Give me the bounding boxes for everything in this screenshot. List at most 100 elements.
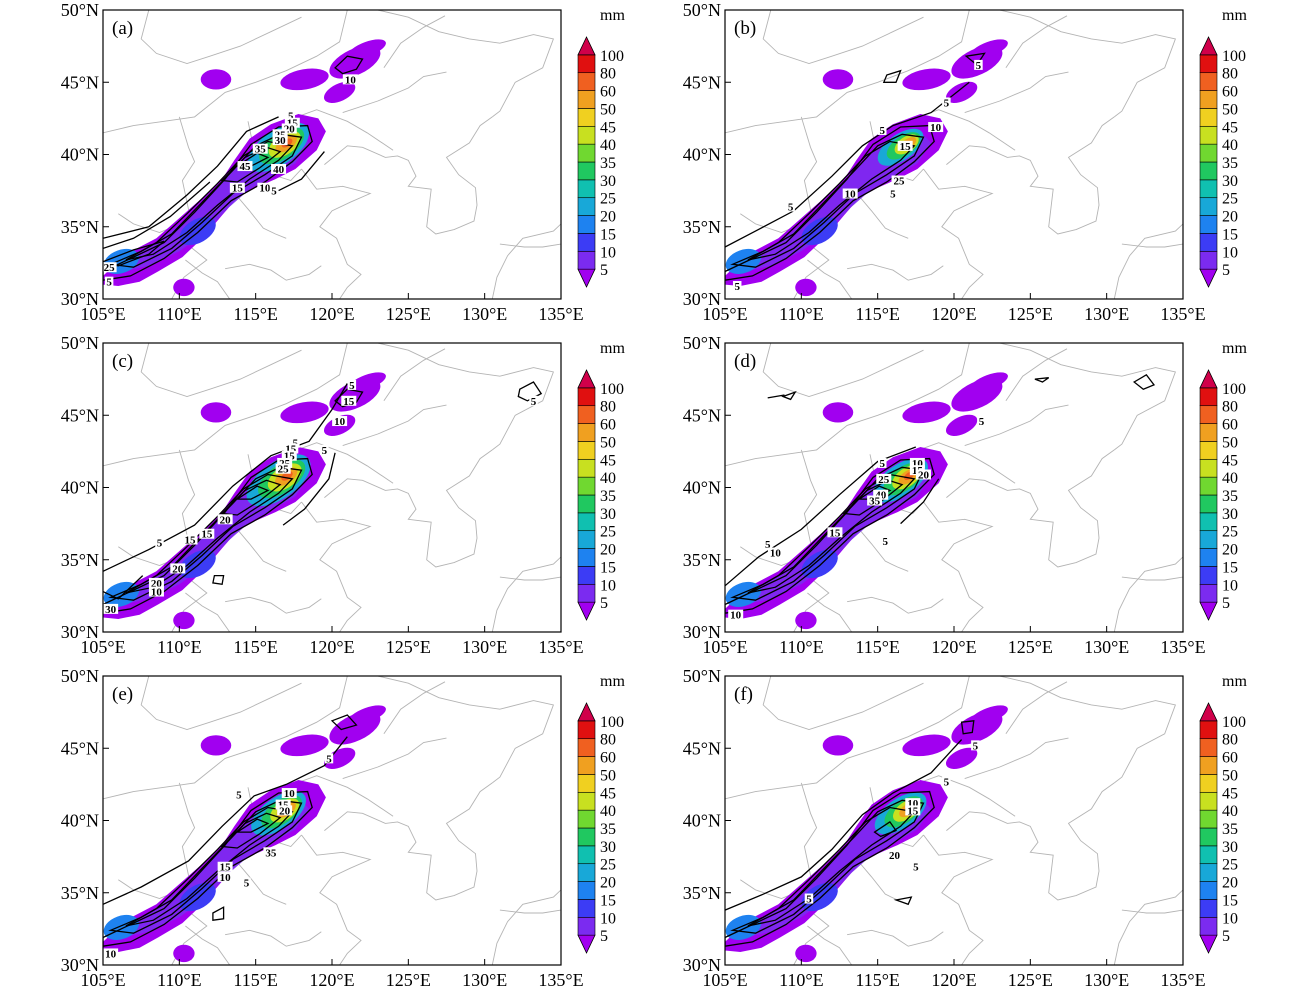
colorbar-level-label: 80 — [1222, 732, 1238, 749]
lon-tick-label: 125°E — [1008, 637, 1053, 657]
colorbar-cell — [577, 738, 596, 757]
colorbar-arrow-low — [577, 601, 596, 621]
precip-blob — [970, 372, 1008, 392]
contour-label-bg — [977, 416, 986, 427]
colorbar-cell — [577, 583, 596, 603]
precip-blob — [822, 735, 854, 756]
precip-blob — [348, 39, 386, 59]
colorbar-cell — [577, 72, 596, 91]
contour-label: 20 — [284, 123, 296, 135]
colorbar-cell — [1199, 72, 1218, 91]
precip-blob — [945, 747, 978, 769]
boundary-line — [725, 10, 970, 134]
precip-blob — [970, 705, 1008, 725]
colorbar-cell — [1199, 108, 1218, 127]
lon-tick-label: 135°E — [538, 304, 583, 324]
precip-blob — [795, 944, 817, 963]
boundary-line — [383, 681, 446, 735]
contour-label-bg — [182, 534, 198, 545]
lon-tick-label: 120°E — [309, 637, 354, 657]
boundary-line — [725, 676, 970, 800]
colorbar-level-label: 15 — [600, 559, 616, 576]
contour-label-bg — [170, 563, 186, 574]
colorbar-level-label: 100 — [1222, 714, 1246, 731]
colorbar-cell — [577, 845, 596, 865]
contour-label: 15 — [907, 805, 919, 817]
lon-tick-label: 120°E — [309, 970, 354, 990]
boundary-line — [1121, 909, 1183, 914]
panel-content: 5151055515152525201551520201030 — [103, 343, 561, 632]
contour-label: 15 — [232, 183, 244, 195]
colorbar-level-label: 40 — [600, 803, 616, 820]
colorbar-cell — [1199, 845, 1218, 865]
lon-tick-label: 120°E — [931, 970, 976, 990]
colorbar-level-label: 60 — [600, 750, 616, 767]
colorbar-arrow-high — [1199, 36, 1218, 56]
lat-tick-label: 40°N — [683, 145, 721, 165]
boundary-line — [342, 404, 447, 447]
contour-label-bg — [281, 123, 297, 134]
colorbar-arrow-high — [577, 702, 596, 722]
colorbar-cell — [577, 250, 596, 270]
contour-line — [893, 896, 913, 906]
colorbar-cell — [577, 774, 596, 793]
colorbar-cell — [1199, 405, 1218, 424]
colorbar-level-label: 10 — [1222, 577, 1238, 594]
lat-tick-label: 35°N — [61, 217, 99, 237]
panel-label: (a) — [112, 18, 133, 39]
colorbar-cell — [1199, 476, 1218, 496]
colorbar-cell — [577, 881, 596, 900]
lon-tick-label: 110°E — [779, 970, 824, 990]
colorbar-arrow-low — [577, 934, 596, 954]
contour-line — [725, 790, 935, 947]
colorbar-level-label: 15 — [1222, 226, 1238, 243]
boundary-line — [725, 343, 970, 467]
colorbar-cell — [1199, 494, 1218, 514]
lat-tick-label: 35°N — [683, 217, 721, 237]
colorbar-cell — [577, 791, 596, 811]
precip-blob — [323, 81, 356, 103]
colorbar-level-label: 30 — [600, 506, 616, 523]
boundary-line — [301, 501, 372, 632]
contour-line — [747, 140, 916, 261]
boundary-line — [762, 676, 924, 730]
boundary-line — [1113, 223, 1183, 299]
contour-label-bg — [148, 577, 164, 588]
lat-tick-label: 50°N — [683, 333, 721, 353]
boundary-line — [923, 834, 994, 965]
contour-label-bg — [905, 805, 921, 816]
boundary-line — [383, 15, 446, 69]
contour-line — [725, 81, 970, 248]
colorbar-unit-label: mm — [1222, 7, 1247, 24]
contour-label: 10 — [334, 416, 346, 428]
colorbar-level-label: 25 — [600, 524, 616, 541]
contour-label: 5 — [734, 281, 740, 293]
contour-label: 25 — [104, 262, 116, 274]
contour-line — [103, 575, 144, 600]
colorbar-cell — [1199, 720, 1218, 740]
contour-label-bg — [277, 805, 293, 816]
colorbar-level-label: 25 — [1222, 524, 1238, 541]
boundary-line — [491, 556, 561, 632]
colorbar-cell — [577, 916, 596, 936]
boundary-line — [324, 449, 493, 568]
colorbar-level-label: 15 — [600, 892, 616, 909]
colorbar-arrow-low — [1199, 601, 1218, 621]
lon-tick-label: 125°E — [1008, 970, 1053, 990]
colorbar-level-label: 10 — [1222, 244, 1238, 261]
contour-label-bg — [886, 850, 902, 861]
contour-label-bg — [217, 871, 233, 882]
contour-label: 5 — [349, 380, 355, 392]
colorbar-cell — [1199, 827, 1218, 847]
colorbar-cell — [577, 566, 596, 585]
lat-tick-label: 30°N — [683, 622, 721, 642]
colorbar-cell — [577, 405, 596, 424]
colorbar-level-label: 100 — [1222, 381, 1246, 398]
colorbar-cell — [577, 476, 596, 496]
contour-label: 20 — [918, 469, 930, 481]
lon-tick-label: 110°E — [157, 970, 202, 990]
colorbar-cell — [577, 899, 596, 918]
boundary-line — [140, 10, 302, 64]
